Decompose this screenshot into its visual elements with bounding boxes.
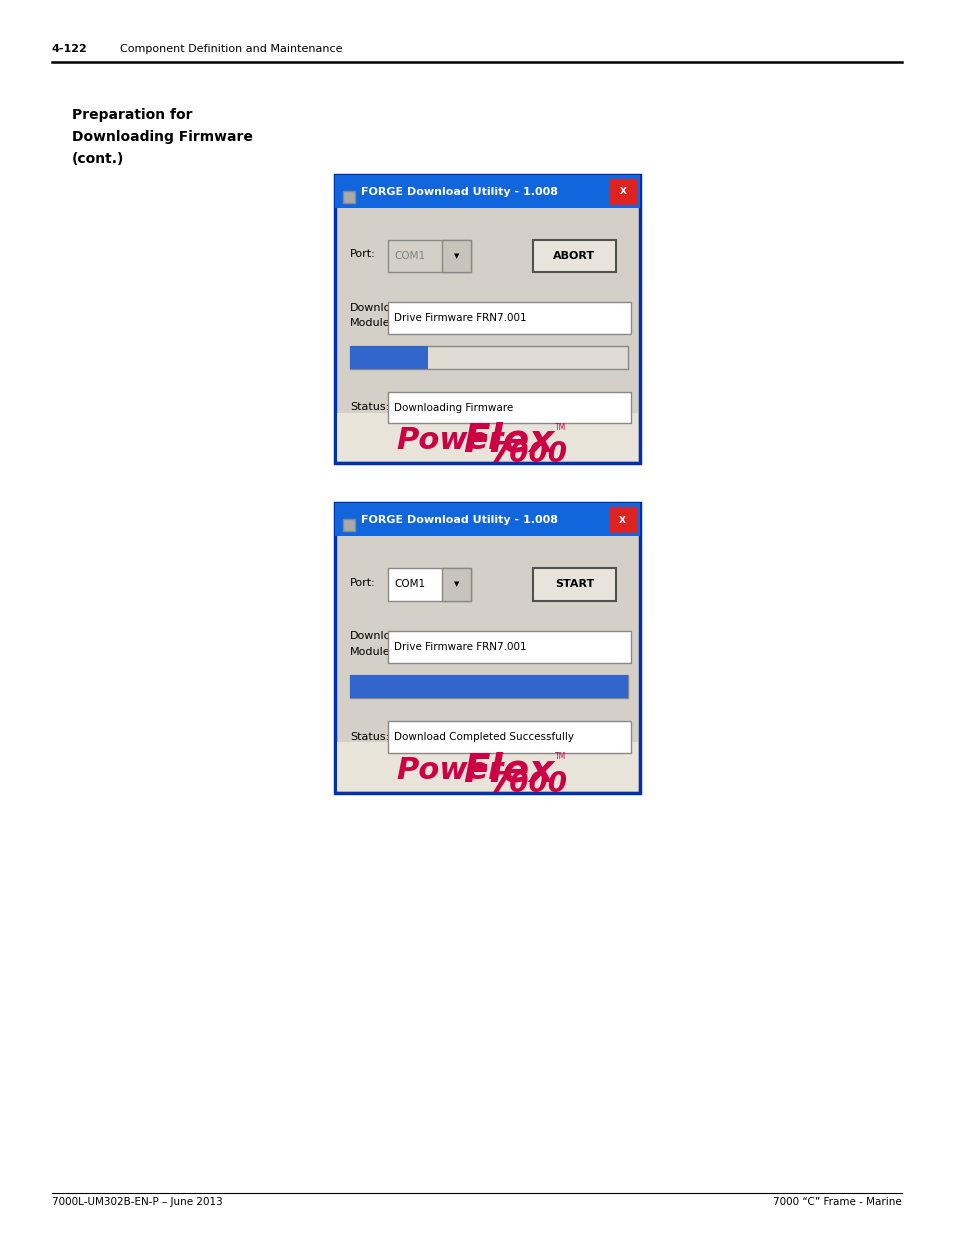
Text: X: X [618,188,626,196]
Text: Download Completed Successfully: Download Completed Successfully [394,732,574,742]
Bar [350,346,428,369]
Text: Preparation for: Preparation for [71,107,193,122]
Bar [350,676,627,698]
Text: TM: TM [554,422,565,431]
Text: Port:: Port: [350,578,375,588]
Bar [388,568,470,600]
Text: Download: Download [350,631,405,641]
Text: Flex: Flex [462,421,554,459]
Text: TM: TM [554,752,565,761]
Bar [608,508,637,534]
Bar [343,191,355,203]
Text: Flex: Flex [462,752,554,789]
Bar [388,391,630,424]
Bar [533,240,615,272]
Text: FORGE Download Utility - 1.008: FORGE Download Utility - 1.008 [360,186,558,196]
Bar [388,240,470,272]
Bar [335,503,639,536]
Bar [335,175,639,463]
Text: START: START [555,579,594,589]
Text: 4-122: 4-122 [52,44,88,54]
Bar [336,742,638,790]
Bar [388,303,630,335]
Bar [608,179,637,205]
Text: Downloading Firmware: Downloading Firmware [71,130,253,144]
Text: Port:: Port: [350,249,375,259]
Text: Power: Power [395,426,502,456]
Text: FORGE Download Utility - 1.008: FORGE Download Utility - 1.008 [360,515,558,525]
Text: Module:: Module: [350,317,395,327]
Bar [441,568,470,600]
Text: COM1: COM1 [394,579,425,589]
Text: (cont.): (cont.) [71,152,124,165]
Text: 7000 “C” Frame - Marine: 7000 “C” Frame - Marine [773,1197,901,1207]
Text: ▼: ▼ [453,582,458,588]
Bar [336,412,638,461]
Text: Drive Firmware FRN7.001: Drive Firmware FRN7.001 [394,642,526,652]
Text: Power: Power [395,756,502,785]
Bar [533,568,615,600]
Text: Downloading Firmware: Downloading Firmware [394,403,513,412]
Text: 7000: 7000 [490,771,567,798]
Bar [441,240,470,272]
Text: 7000: 7000 [490,440,567,468]
Bar [350,676,627,698]
Bar [343,520,355,531]
Text: ▼: ▼ [454,253,458,259]
Bar [335,503,639,793]
Bar [335,175,639,209]
Text: COM1: COM1 [394,251,425,261]
Text: Component Definition and Maintenance: Component Definition and Maintenance [120,44,342,54]
Text: Module:: Module: [350,647,395,657]
Text: Download: Download [350,303,405,312]
Text: 7000L-UM302B-EN-P – June 2013: 7000L-UM302B-EN-P – June 2013 [52,1197,222,1207]
Text: X: X [618,515,626,525]
Bar [388,721,630,753]
Bar [350,346,627,369]
Text: Status:: Status: [350,731,389,741]
Text: Status:: Status: [350,401,389,412]
Bar [388,631,630,663]
Text: ABORT: ABORT [553,251,595,261]
Text: Drive Firmware FRN7.001: Drive Firmware FRN7.001 [394,314,526,324]
